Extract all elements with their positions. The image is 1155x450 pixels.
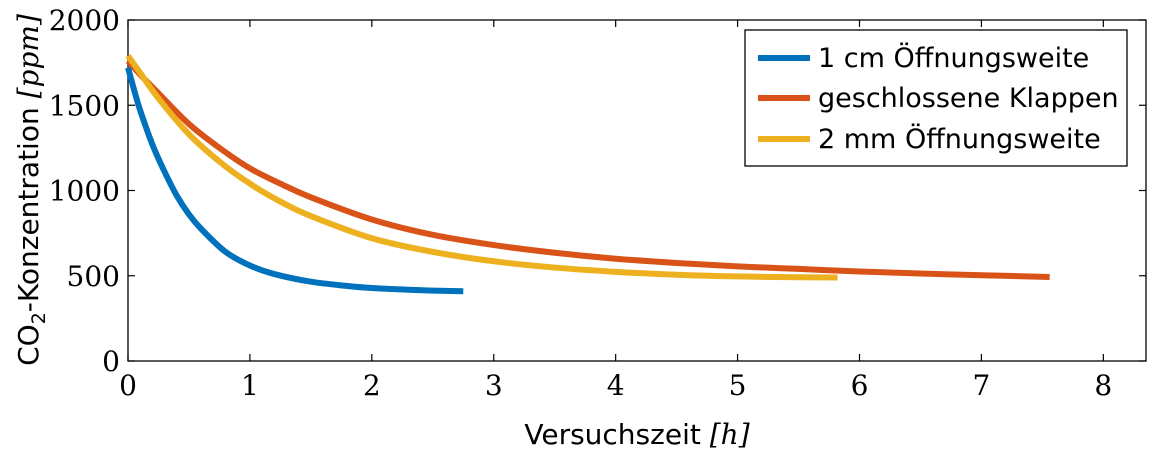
x-tick-label: 7 — [972, 369, 990, 402]
y-tick-label: 0 — [102, 345, 120, 378]
x-ticks: 0 1 2 3 4 5 6 7 8 — [119, 20, 1112, 402]
legend-label-geschlossen: geschlossene Klappen — [818, 83, 1119, 114]
legend-label-1cm: 1 cm Öffnungsweite — [818, 42, 1089, 74]
y-ticks: 0 500 1000 1500 2000 — [49, 4, 1146, 378]
x-tick-label: 2 — [363, 369, 381, 402]
series-line-geschlossen — [125, 58, 1050, 280]
x-tick-label: 5 — [729, 369, 747, 402]
y-tick-label: 1500 — [49, 89, 120, 122]
x-tick-label: 3 — [485, 369, 503, 402]
x-tick-label: 1 — [241, 369, 259, 402]
y-tick-label: 500 — [67, 260, 120, 293]
x-axis-label: Versuchszeit [h] — [524, 418, 749, 450]
y-axis-label: CO2-Konzentration [ppm] — [12, 14, 50, 366]
x-tick-label: 0 — [119, 369, 137, 402]
series-line-2mm — [125, 54, 838, 281]
legend-label-2mm: 2 mm Öffnungsweite — [818, 123, 1101, 155]
y-tick-label: 2000 — [49, 4, 120, 37]
series-lines — [125, 54, 1050, 295]
y-tick-label: 1000 — [49, 175, 120, 208]
x-tick-label: 8 — [1094, 369, 1112, 402]
series-line-1cm — [125, 66, 464, 295]
x-tick-label: 6 — [851, 369, 869, 402]
x-tick-label: 4 — [607, 369, 625, 402]
legend: 1 cm Öffnungsweite geschlossene Klappen … — [744, 29, 1128, 167]
